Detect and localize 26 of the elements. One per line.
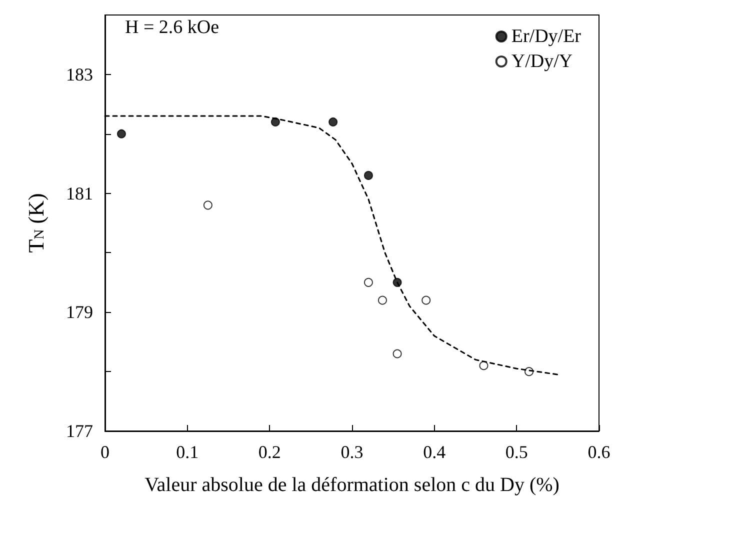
point: [270, 117, 280, 126]
point: [392, 349, 402, 358]
x-axis-title: Valeur absolue de la déformation selon c du Dy (%): [144, 474, 560, 496]
point: [364, 170, 373, 180]
x-tick-label: 0.4: [423, 442, 446, 462]
legend-label: Er/Dy/Er: [511, 26, 582, 47]
x-tick-label: 0.1: [176, 442, 199, 462]
x-tick-label: 0: [100, 442, 110, 462]
y-tick-label: 181: [66, 183, 93, 204]
annotation: H = 2.6 kOe: [125, 17, 220, 38]
point: [378, 296, 387, 305]
x-tick-label: 0.6: [588, 442, 610, 462]
point: [479, 361, 488, 370]
point: [364, 278, 373, 287]
point: [422, 296, 431, 305]
y-tick-label: 177: [66, 421, 93, 441]
legend-label: Y/Dy/Y: [511, 51, 573, 72]
y-tick-label: 183: [66, 64, 93, 84]
x-tick-label: 0.5: [505, 442, 528, 462]
point: [328, 117, 338, 126]
y-tick-label: 179: [66, 302, 93, 322]
point: [116, 129, 126, 138]
y-axis-title: TN (K): [24, 193, 48, 253]
x-tick-label: 0.3: [340, 442, 364, 462]
x-tick-label: 0.2: [258, 442, 281, 462]
point: [203, 200, 212, 210]
